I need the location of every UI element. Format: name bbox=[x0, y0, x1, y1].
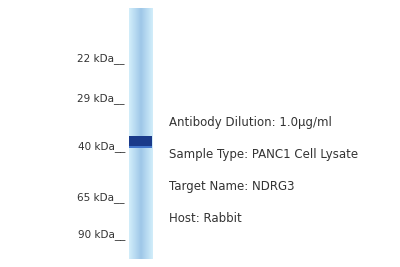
Text: 29 kDa__: 29 kDa__ bbox=[78, 93, 125, 104]
Bar bbox=[129, 136, 152, 147]
Text: Sample Type: PANC1 Cell Lysate: Sample Type: PANC1 Cell Lysate bbox=[169, 148, 358, 161]
Text: Antibody Dilution: 1.0μg/ml: Antibody Dilution: 1.0μg/ml bbox=[169, 116, 332, 129]
Text: 65 kDa__: 65 kDa__ bbox=[78, 192, 125, 203]
Text: 90 kDa__: 90 kDa__ bbox=[78, 230, 125, 240]
Text: Target Name: NDRG3: Target Name: NDRG3 bbox=[169, 180, 295, 193]
Text: Host: Rabbit: Host: Rabbit bbox=[169, 213, 242, 225]
Text: 40 kDa__: 40 kDa__ bbox=[78, 142, 125, 152]
Bar bbox=[129, 146, 152, 147]
Text: 22 kDa__: 22 kDa__ bbox=[78, 53, 125, 64]
